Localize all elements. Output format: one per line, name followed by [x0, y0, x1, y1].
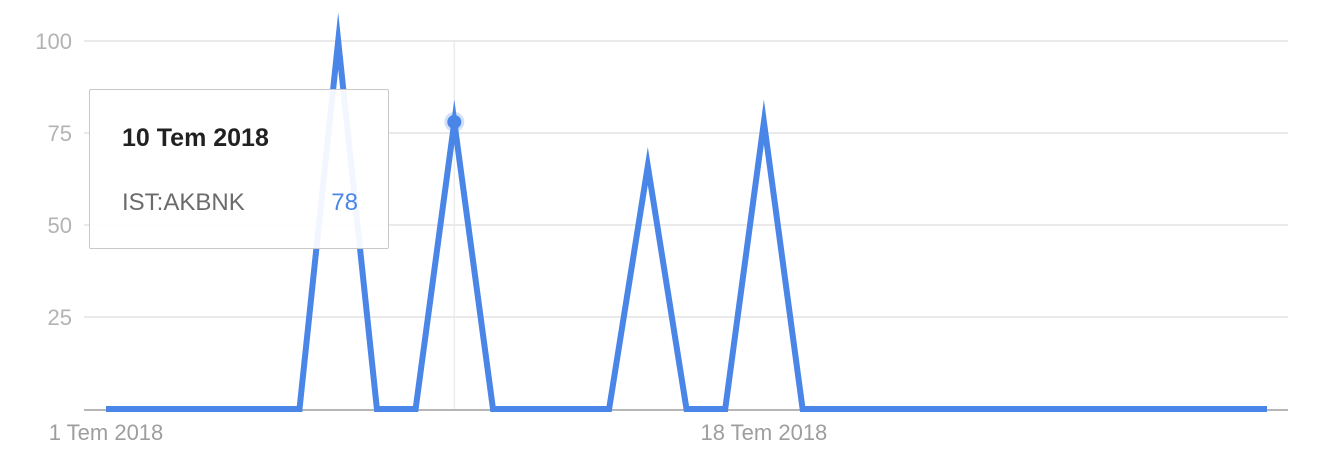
y-tick-label: 100: [35, 29, 72, 54]
tooltip-date: 10 Tem 2018: [122, 124, 269, 152]
tooltip-value: 78: [331, 189, 358, 216]
series-layer: [106, 12, 1267, 412]
marker-layer: [444, 111, 465, 132]
y-tick-label: 75: [48, 121, 72, 146]
highlight-point: [447, 114, 462, 129]
tooltip-row: IST:AKBNK 78: [122, 189, 358, 217]
x-tick-label: 18 Tem 2018: [700, 420, 827, 445]
x-axis-ticks: 1 Tem 2018 18 Tem 2018: [49, 420, 828, 445]
tooltip-series-label: IST:AKBNK: [122, 189, 245, 216]
series-line: [106, 12, 1267, 412]
x-tick-label: 1 Tem 2018: [49, 420, 164, 445]
chart-tooltip: 10 Tem 2018 IST:AKBNK 78: [89, 89, 389, 249]
y-tick-label: 25: [48, 305, 72, 330]
y-axis-ticks: 100 75 50 25: [35, 29, 72, 330]
y-tick-label: 50: [48, 213, 72, 238]
